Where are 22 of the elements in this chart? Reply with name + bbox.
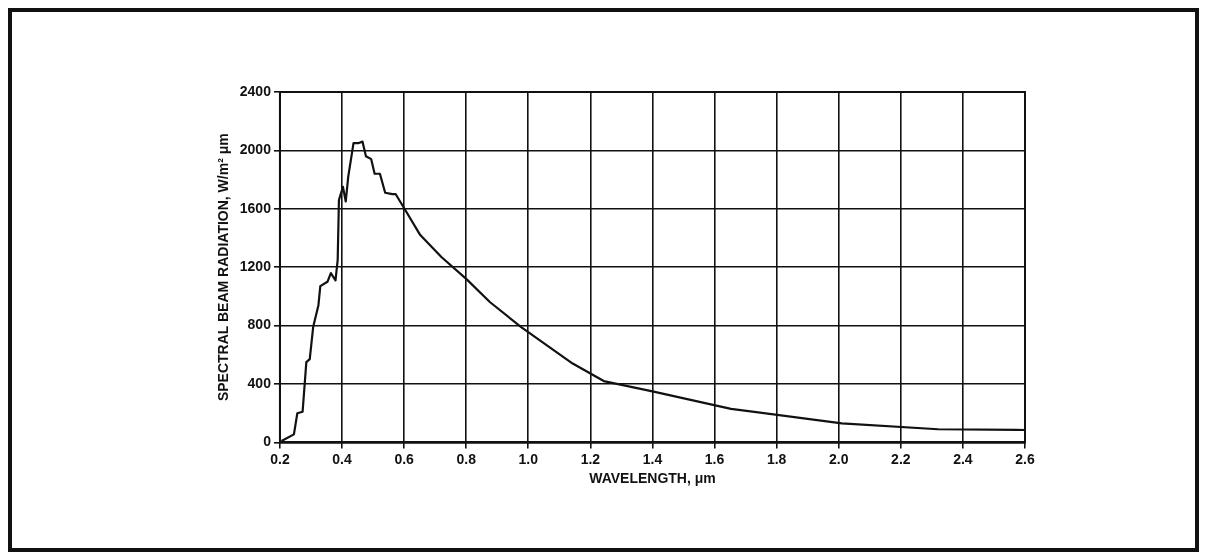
x-tick-label: 0.6 [394,450,415,467]
x-tick-label: 0.4 [332,450,352,467]
x-tick-label: 2.4 [953,450,973,467]
x-tick-label: 0.8 [456,450,477,467]
y-tick-label: 0 [263,433,272,450]
x-tick-label: 1.0 [518,450,539,467]
y-tick-label: 2400 [239,82,272,99]
x-axis-title: WAVELENGTH, μm [589,470,716,487]
x-tick-label: 1.2 [580,450,601,467]
x-tick-label: 1.8 [766,450,787,467]
x-tick-label: 2.6 [1015,450,1035,467]
y-axis-title: SPECTRAL BEAM RADIATION, W/m² μm [215,133,232,402]
x-tick-label: 1.6 [704,450,725,467]
y-tick-label: 400 [247,374,272,391]
y-tick-label: 1600 [239,199,272,216]
y-tick-label: 800 [247,316,272,333]
x-tick-label: 1.4 [642,450,663,467]
x-tick-label: 0.2 [270,450,290,467]
x-tick-label: 2.0 [829,450,849,467]
x-tick-label: 2.2 [891,450,911,467]
y-tick-label: 1200 [239,258,272,275]
y-tick-label: 2000 [239,141,272,158]
